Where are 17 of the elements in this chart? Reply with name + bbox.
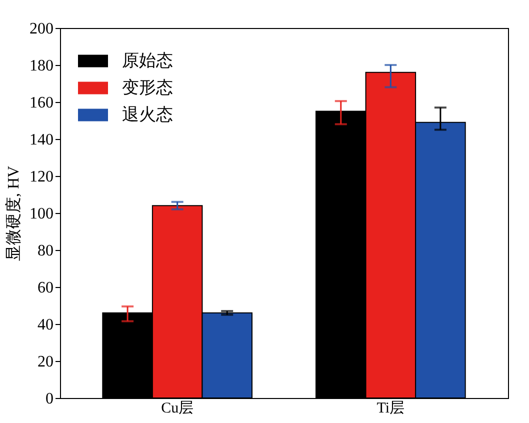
y-tick-label: 80 — [38, 242, 54, 260]
y-tick-label: 100 — [30, 206, 54, 222]
y-tick-label: 20 — [38, 354, 54, 370]
y-tick-label: 140 — [30, 132, 54, 148]
y-tick-label: 180 — [30, 58, 54, 74]
y-tick-label: 120 — [30, 168, 54, 186]
legend-label: 变形态 — [122, 78, 173, 97]
y-tick-label: 160 — [30, 94, 54, 112]
y-axis-title: 显微硬度, HV — [4, 166, 22, 262]
x-tick-label: Ti层 — [376, 400, 405, 416]
y-tick-label: 40 — [38, 316, 54, 334]
legend-label: 原始态 — [122, 51, 173, 70]
x-tick-label: Cu层 — [161, 400, 194, 416]
y-tick-label: 60 — [38, 280, 54, 296]
legend-label: 退火态 — [122, 105, 173, 124]
y-tick-label: 200 — [30, 20, 54, 38]
y-tick-label: 0 — [46, 390, 54, 408]
